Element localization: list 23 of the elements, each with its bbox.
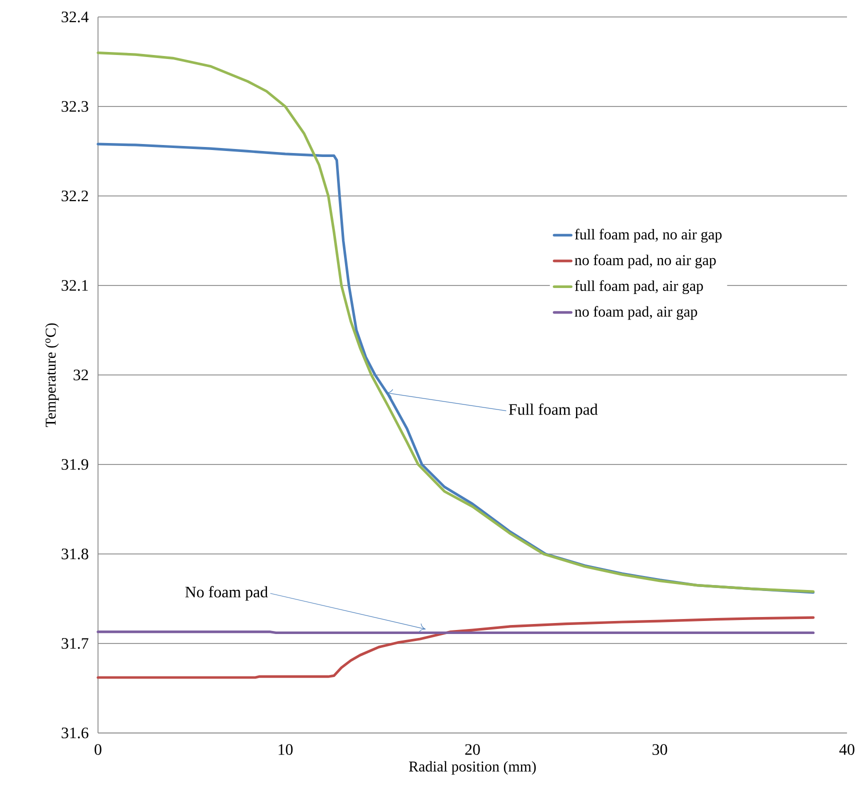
legend-label: no foam pad, no air gap	[574, 254, 716, 268]
y-tick-label: 32.1	[62, 280, 88, 291]
y-tick-label: 31.8	[62, 548, 88, 560]
x-axis-title: Radial position (mm)	[409, 761, 536, 775]
x-tick-label: 30	[652, 744, 668, 755]
y-tick-label: 31.6	[62, 728, 88, 738]
y-tick-label: 32	[74, 370, 88, 380]
x-tick-label: 20	[465, 744, 480, 755]
x-tick-label: 40	[839, 744, 854, 755]
x-tick-label: 0	[94, 744, 102, 755]
line-series	[96, 616, 815, 679]
y-tick-label: 32.2	[62, 190, 88, 202]
y-tick-label: 31.9	[62, 459, 88, 470]
y-tick-label: 32.4	[62, 12, 89, 22]
y-tick-label: 32.3	[62, 101, 88, 112]
y-axis-title: Temperature ($^{o}$C)	[45, 323, 59, 428]
legend-label: no foam pad, air gap	[574, 306, 698, 320]
annotation: No foam pad	[185, 586, 268, 601]
x-tick-label: 10	[278, 744, 293, 755]
legend-label: full foam pad, no air gap	[574, 228, 722, 243]
legend-label: full foam pad, air gap	[574, 280, 703, 294]
annotation: Full foam pad	[508, 403, 598, 418]
y-tick-label: 31.7	[62, 638, 88, 649]
